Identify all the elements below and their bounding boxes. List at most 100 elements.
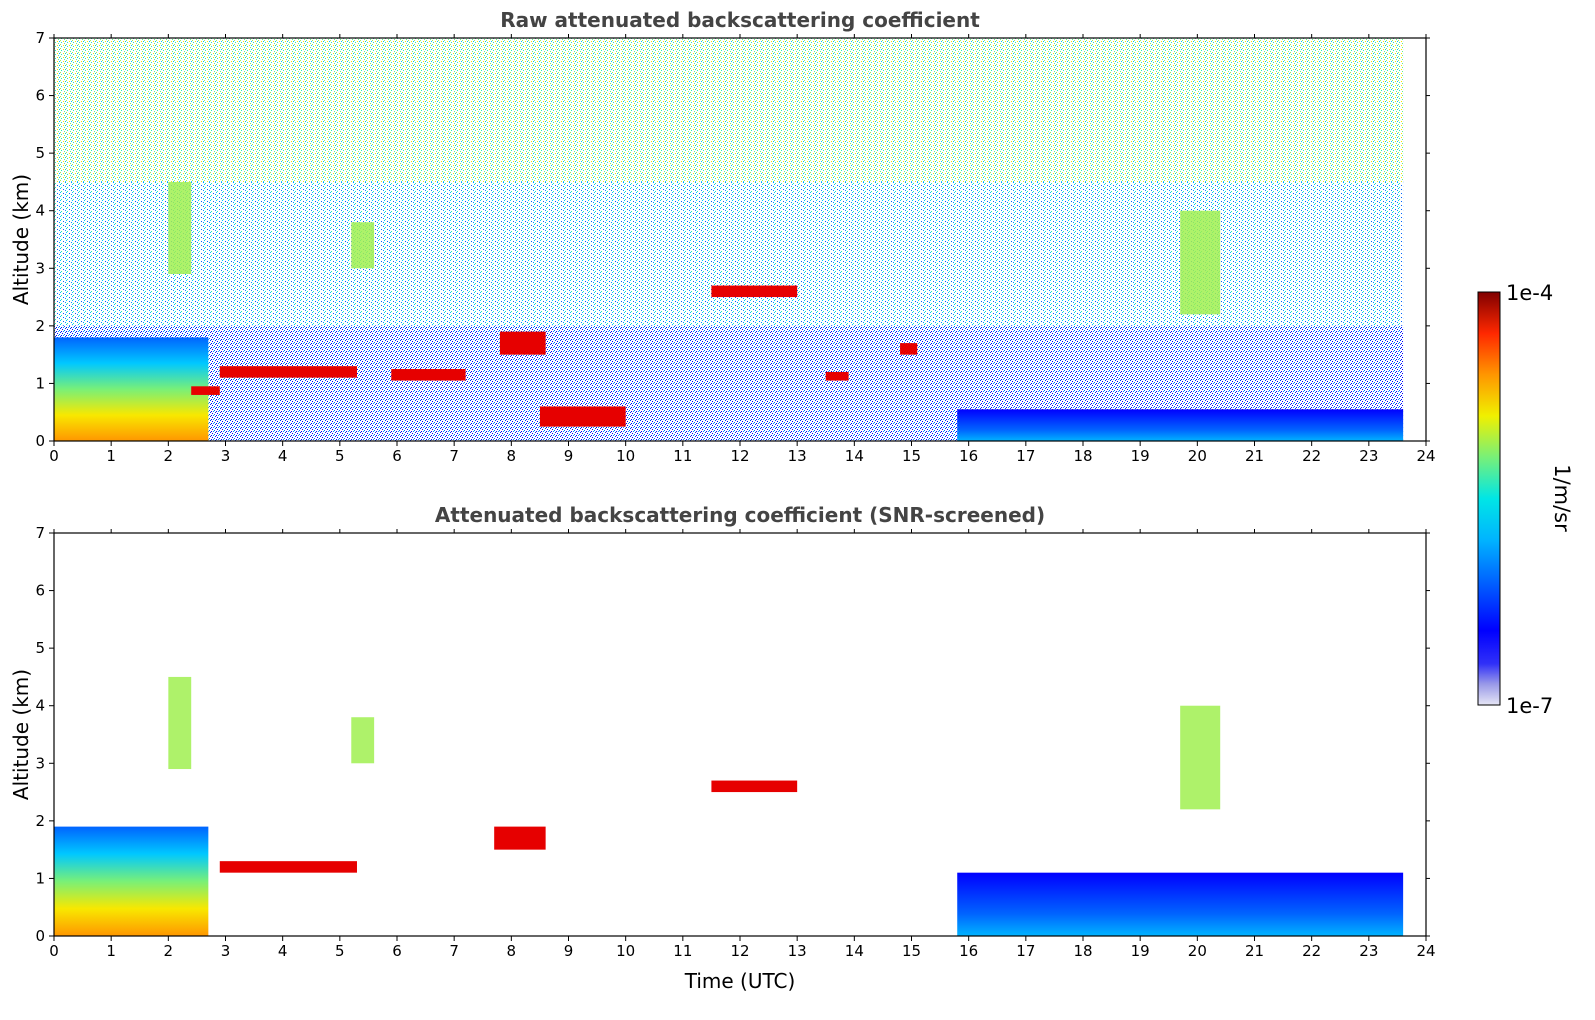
x-tick-label: 0 <box>49 447 59 465</box>
colorbar-max-label: 1e-4 <box>1506 281 1553 305</box>
boundary-layer-layer <box>957 872 1404 936</box>
x-tick-label: 18 <box>1073 942 1092 960</box>
x-tick-label: 11 <box>673 447 692 465</box>
panel-2: 0 1 2 3 4 5 6 7 8 9 10 11 12 13 14 15 16 17 18 19 20 21 22 23 24… <box>9 503 1436 993</box>
x-tick-label: 3 <box>221 942 231 960</box>
x-tick-label: 24 <box>1416 447 1435 465</box>
y-tick-label: 7 <box>35 29 45 47</box>
y-tick-label: 6 <box>35 582 45 600</box>
x-axis-label: Time (UTC) <box>684 969 796 993</box>
cloud-layer <box>191 386 220 395</box>
colorbar-ramp <box>1477 291 1501 706</box>
x-tick-label: 24 <box>1416 942 1435 960</box>
cloud-layer <box>219 366 357 378</box>
y-tick-label: 4 <box>35 697 45 715</box>
boundary-layer-layer <box>957 409 1404 441</box>
panel-1: 0 1 2 3 4 5 6 7 8 9 10 11 12 13 14 15 16 17 18 19 20 21 22 23 24… <box>9 8 1436 465</box>
x-tick-label: 22 <box>1302 447 1321 465</box>
aerosol-plumes-layer <box>54 826 209 936</box>
elevated-aerosol-layer <box>168 181 192 275</box>
x-tick-label: 11 <box>673 942 692 960</box>
x-tick-label: 23 <box>1359 447 1378 465</box>
x-tick-label: 13 <box>788 447 807 465</box>
x-tick-label: 8 <box>507 447 517 465</box>
x-tick-label: 23 <box>1359 942 1378 960</box>
x-tick-label: 18 <box>1073 447 1092 465</box>
x-tick-label: 5 <box>335 447 345 465</box>
y-tick-label: 3 <box>35 259 45 277</box>
x-tick-label: 2 <box>164 942 174 960</box>
y-tick-label: 3 <box>35 754 45 772</box>
y-tick-label: 7 <box>35 524 45 542</box>
x-tick-label: 9 <box>564 447 574 465</box>
panel-title: Attenuated backscattering coefficient (S… <box>435 503 1045 527</box>
x-tick-label: 0 <box>49 942 59 960</box>
y-tick-label: 0 <box>35 432 45 450</box>
cloud-layer <box>711 285 798 298</box>
cloud-layer <box>494 826 546 850</box>
x-tick-label: 4 <box>278 942 288 960</box>
panel-title: Raw attenuated backscattering coefficien… <box>500 8 980 32</box>
y-tick-label: 6 <box>35 87 45 105</box>
x-tick-label: 20 <box>1188 942 1207 960</box>
colorbar-unit-label: 1/m/sr <box>1550 464 1574 532</box>
x-tick-label: 21 <box>1245 447 1264 465</box>
y-tick-label: 2 <box>35 812 45 830</box>
x-tick-label: 9 <box>564 942 574 960</box>
y-tick-label: 2 <box>35 317 45 335</box>
elevated-aerosol-layer <box>1180 705 1221 810</box>
y-tick-label: 0 <box>35 927 45 945</box>
cloud-layer <box>499 331 546 355</box>
elevated-aerosol-layer <box>351 717 375 764</box>
x-tick-label: 15 <box>902 942 921 960</box>
x-tick-label: 3 <box>221 447 231 465</box>
x-tick-label: 20 <box>1188 447 1207 465</box>
x-tick-label: 10 <box>616 447 635 465</box>
x-tick-label: 8 <box>507 942 517 960</box>
elevated-aerosol-layer <box>351 222 375 269</box>
x-tick-label: 17 <box>1016 942 1035 960</box>
noise-band-mid <box>54 181 1404 326</box>
cloud-layer <box>219 861 357 873</box>
x-tick-label: 19 <box>1131 447 1150 465</box>
y-tick-label: 1 <box>35 869 45 887</box>
cloud-layer <box>900 343 918 355</box>
x-tick-label: 12 <box>730 942 749 960</box>
y-tick-label: 5 <box>35 639 45 657</box>
y-tick-label: 5 <box>35 144 45 162</box>
cloud-layer <box>539 406 626 427</box>
elevated-aerosol-layer <box>168 676 192 770</box>
cloud-layer <box>711 780 798 793</box>
x-tick-label: 5 <box>335 942 345 960</box>
x-tick-label: 16 <box>959 942 978 960</box>
x-tick-label: 17 <box>1016 447 1035 465</box>
x-tick-label: 14 <box>845 447 864 465</box>
x-tick-label: 6 <box>392 447 402 465</box>
x-tick-label: 13 <box>788 942 807 960</box>
y-axis-label: Altitude (km) <box>9 174 33 305</box>
x-tick-label: 16 <box>959 447 978 465</box>
x-tick-label: 19 <box>1131 942 1150 960</box>
x-tick-label: 1 <box>106 447 116 465</box>
x-tick-label: 15 <box>902 447 921 465</box>
x-tick-label: 1 <box>106 942 116 960</box>
x-tick-label: 21 <box>1245 942 1264 960</box>
x-tick-label: 14 <box>845 942 864 960</box>
aerosol-plumes-layer <box>54 337 209 441</box>
cloud-layer <box>391 369 466 381</box>
x-tick-label: 7 <box>449 447 459 465</box>
x-tick-label: 22 <box>1302 942 1321 960</box>
y-tick-label: 1 <box>35 374 45 392</box>
x-tick-label: 7 <box>449 942 459 960</box>
x-tick-label: 2 <box>164 447 174 465</box>
x-tick-label: 6 <box>392 942 402 960</box>
noise-band-high <box>54 38 1404 182</box>
y-axis-label: Altitude (km) <box>9 669 33 800</box>
elevated-aerosol-layer <box>1180 210 1221 315</box>
colorbar-min-label: 1e-7 <box>1506 694 1553 718</box>
cloud-layer <box>825 371 849 381</box>
y-tick-label: 4 <box>35 202 45 220</box>
colorbar: 1e-4 1e-7 1/m/sr <box>1477 281 1574 718</box>
x-tick-label: 12 <box>730 447 749 465</box>
